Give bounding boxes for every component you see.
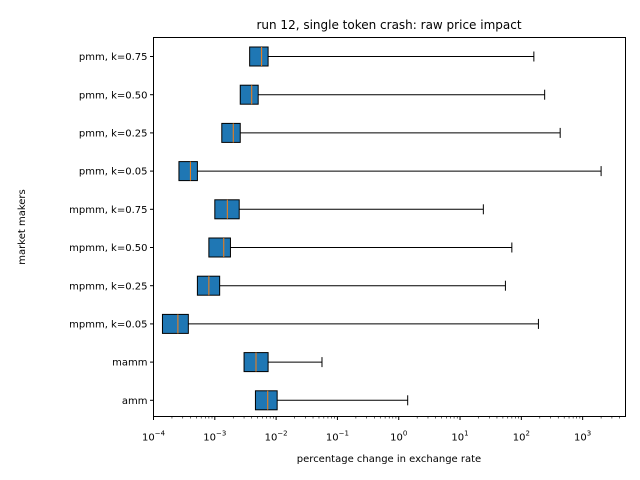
y-tick-label: amm bbox=[122, 396, 148, 407]
box bbox=[178, 161, 198, 182]
y-axis-label: market makers bbox=[17, 189, 28, 264]
box-group bbox=[239, 84, 546, 105]
box-group bbox=[196, 275, 506, 296]
chart-marks bbox=[161, 46, 602, 411]
x-tick-label: 10−4 bbox=[142, 430, 166, 444]
x-tick-label: 102 bbox=[513, 430, 530, 444]
x-tick-label: 10−2 bbox=[265, 430, 288, 444]
box-group bbox=[208, 237, 513, 258]
plot-frame bbox=[153, 37, 626, 417]
y-tick-label: pmm, k=0.05 bbox=[79, 167, 148, 178]
box-group bbox=[178, 161, 602, 182]
y-tick-label: pmm, k=0.50 bbox=[79, 90, 148, 101]
box bbox=[208, 237, 231, 258]
box bbox=[161, 313, 189, 334]
y-tick-label: mpmm, k=0.05 bbox=[69, 320, 147, 331]
y-tick-label: mpmm, k=0.75 bbox=[69, 205, 147, 216]
box bbox=[254, 390, 278, 411]
box-group bbox=[254, 390, 409, 411]
x-tick-label: 100 bbox=[390, 430, 407, 444]
x-tick-label: 10−3 bbox=[203, 430, 226, 444]
x-tick-label: 101 bbox=[451, 430, 468, 444]
chart-title: run 12, single token crash: raw price im… bbox=[256, 18, 521, 32]
x-tick-label: 10−1 bbox=[326, 430, 349, 444]
y-tick-label: mamm bbox=[112, 358, 147, 369]
y-tick-label: mpmm, k=0.50 bbox=[69, 243, 147, 254]
box-group bbox=[221, 122, 561, 143]
y-tick-label: pmm, k=0.75 bbox=[79, 52, 148, 63]
x-axis-label: percentage change in exchange rate bbox=[297, 454, 481, 465]
box bbox=[221, 122, 241, 143]
y-axis-ticks: pmm, k=0.75 pmm, k=0.50 pmm, k=0.25 pmm, k=… bbox=[69, 52, 154, 407]
box-group bbox=[249, 46, 535, 67]
box-group bbox=[161, 313, 539, 334]
box bbox=[239, 84, 259, 105]
y-tick-label: pmm, k=0.25 bbox=[79, 129, 148, 140]
box-group bbox=[243, 352, 323, 373]
box bbox=[249, 46, 269, 67]
y-tick-label: mpmm, k=0.25 bbox=[69, 281, 147, 292]
x-tick-label: 103 bbox=[574, 430, 591, 444]
box-group bbox=[214, 199, 484, 220]
